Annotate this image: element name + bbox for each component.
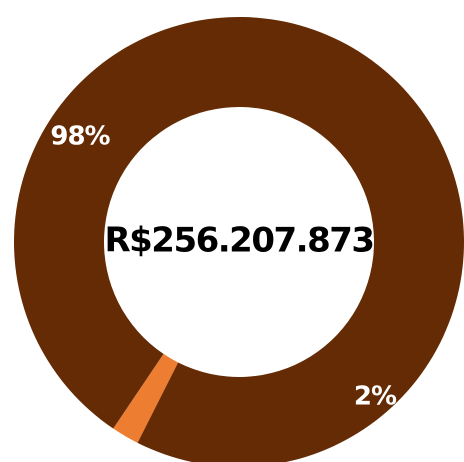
center-total-label: R$256.207.873 (104, 221, 373, 261)
donut-slice-labels: 98% 2% (50, 122, 398, 412)
donut-slice-label-1: 2% (354, 382, 397, 412)
donut-slice-1 (113, 353, 179, 443)
donut-slice-label-0: 98% (50, 122, 110, 152)
donut-slices (14, 17, 464, 462)
donut-slice-0 (14, 17, 464, 462)
